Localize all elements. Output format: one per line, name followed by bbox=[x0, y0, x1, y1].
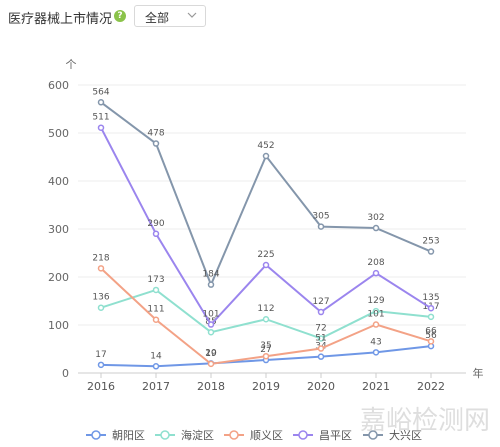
data-label: 72 bbox=[315, 323, 326, 333]
page-title: 医疗器械上市情况 bbox=[8, 12, 113, 27]
data-label: 208 bbox=[367, 258, 384, 268]
data-point bbox=[97, 304, 105, 311]
data-label: 290 bbox=[147, 219, 164, 229]
data-label: 127 bbox=[312, 297, 329, 307]
legend-marker bbox=[91, 430, 101, 440]
x-tick-label: 2018 bbox=[197, 380, 225, 393]
data-point bbox=[427, 338, 435, 345]
data-label: 253 bbox=[422, 237, 439, 247]
data-point bbox=[97, 265, 105, 272]
data-label: 511 bbox=[92, 113, 109, 123]
data-point bbox=[317, 353, 325, 360]
y-tick-label: 0 bbox=[62, 367, 69, 380]
data-label: 101 bbox=[367, 310, 384, 320]
data-point bbox=[427, 313, 435, 321]
data-label: 478 bbox=[147, 129, 164, 139]
data-label: 305 bbox=[312, 212, 329, 222]
y-tick-label: 300 bbox=[48, 223, 69, 236]
legend-label: 昌平区 bbox=[319, 429, 352, 442]
data-label: 51 bbox=[315, 334, 326, 344]
data-label: 129 bbox=[367, 296, 384, 306]
chart-header: 医疗器械上市情况 ? 全部 bbox=[0, 0, 500, 34]
data-label: 452 bbox=[257, 141, 274, 151]
data-point bbox=[427, 304, 435, 312]
x-tick-label: 2017 bbox=[142, 380, 170, 393]
data-point bbox=[207, 321, 215, 328]
watermark: 嘉峪检测网 bbox=[359, 406, 490, 436]
x-axis-label: 年 bbox=[473, 366, 484, 380]
data-point bbox=[152, 316, 160, 323]
data-point bbox=[372, 269, 380, 277]
data-label: 184 bbox=[202, 270, 219, 280]
data-label: 101 bbox=[202, 310, 219, 320]
chevron-down-icon bbox=[187, 12, 197, 18]
data-point bbox=[372, 307, 380, 315]
data-label: 17 bbox=[95, 350, 106, 360]
data-point bbox=[262, 315, 270, 323]
select-value: 全部 bbox=[145, 11, 170, 25]
data-point bbox=[317, 335, 325, 342]
data-point bbox=[372, 349, 380, 356]
data-label: 225 bbox=[257, 250, 274, 260]
data-label: 14 bbox=[150, 351, 162, 361]
data-point bbox=[317, 223, 325, 230]
data-label: 56 bbox=[425, 331, 437, 341]
data-point bbox=[372, 321, 380, 328]
data-label: 564 bbox=[92, 87, 109, 97]
data-point bbox=[262, 261, 270, 269]
data-point bbox=[152, 140, 160, 147]
data-point bbox=[317, 345, 325, 352]
data-point bbox=[317, 308, 325, 316]
legend-label: 海淀区 bbox=[181, 428, 214, 442]
data-point bbox=[207, 281, 215, 288]
x-tick-label: 2019 bbox=[252, 380, 280, 393]
data-label: 302 bbox=[367, 213, 384, 223]
data-point bbox=[97, 99, 105, 106]
y-tick-label: 400 bbox=[48, 175, 69, 188]
legend-marker bbox=[229, 430, 239, 440]
data-point bbox=[262, 152, 270, 160]
data-label: 136 bbox=[92, 293, 109, 303]
data-label: 27 bbox=[260, 345, 271, 355]
y-tick-label: 500 bbox=[48, 127, 69, 140]
y-tick-label: 100 bbox=[48, 319, 69, 332]
data-point bbox=[97, 124, 105, 131]
legend-marker bbox=[368, 430, 378, 440]
data-label: 111 bbox=[147, 305, 164, 315]
legend-marker bbox=[160, 430, 170, 440]
data-point bbox=[97, 361, 105, 369]
data-label: 35 bbox=[260, 341, 271, 351]
data-point bbox=[152, 363, 160, 370]
data-point bbox=[427, 248, 435, 255]
data-point bbox=[152, 230, 160, 238]
data-label: 173 bbox=[147, 275, 164, 285]
district-select[interactable]: 全部 bbox=[134, 5, 206, 27]
data-point bbox=[152, 286, 160, 294]
legend-label: 顺义区 bbox=[250, 429, 283, 442]
data-label: 19 bbox=[205, 349, 217, 359]
y-tick-label: 200 bbox=[48, 271, 69, 284]
data-point bbox=[262, 352, 270, 360]
data-point bbox=[372, 224, 380, 232]
x-tick-label: 2022 bbox=[417, 380, 445, 393]
data-label: 112 bbox=[257, 304, 274, 314]
y-axis-label: 个 bbox=[66, 58, 77, 71]
question-icon[interactable]: ? bbox=[114, 10, 126, 22]
data-point bbox=[207, 360, 215, 368]
legend-label: 朝阳区 bbox=[112, 429, 145, 442]
x-tick-label: 2016 bbox=[87, 380, 115, 393]
x-tick-label: 2021 bbox=[362, 380, 390, 393]
x-tick-label: 2020 bbox=[307, 380, 335, 393]
data-label: 43 bbox=[370, 337, 381, 347]
data-label: 20 bbox=[205, 348, 217, 358]
legend-label: 大兴区 bbox=[389, 428, 422, 442]
y-tick-label: 600 bbox=[48, 79, 69, 92]
data-point bbox=[207, 328, 215, 336]
legend-marker bbox=[298, 430, 308, 440]
data-label: 66 bbox=[425, 326, 437, 336]
data-label: 135 bbox=[422, 293, 439, 303]
data-label: 218 bbox=[92, 253, 109, 263]
